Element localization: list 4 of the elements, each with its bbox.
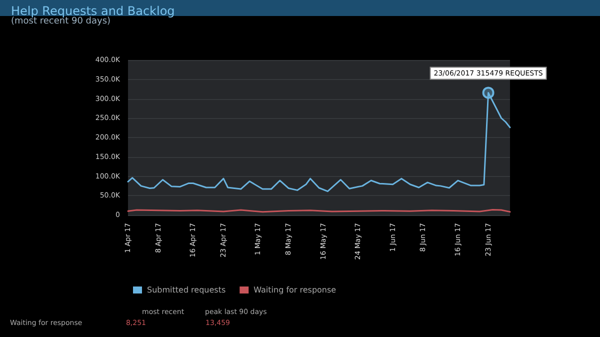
legend-label: Submitted requests (147, 286, 226, 294)
chart-subtitle: (most recent 90 days) (11, 16, 111, 26)
legend-label: Waiting for response (254, 286, 336, 294)
chart-title: Help Requests and Backlog (11, 4, 175, 18)
